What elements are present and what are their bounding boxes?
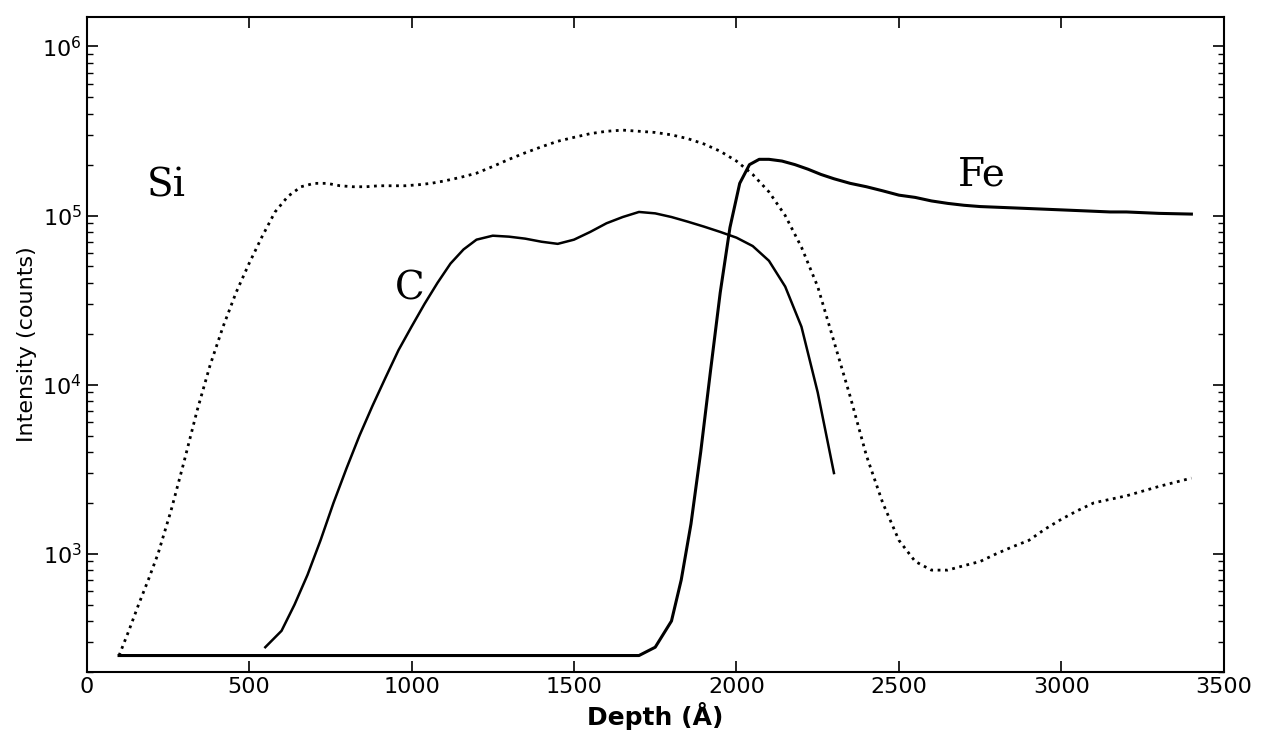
Text: C: C — [395, 270, 425, 307]
Text: Si: Si — [147, 167, 185, 204]
X-axis label: Depth (Å): Depth (Å) — [588, 702, 723, 731]
Text: Fe: Fe — [957, 157, 1005, 193]
Y-axis label: Intensity (counts): Intensity (counts) — [16, 247, 37, 442]
